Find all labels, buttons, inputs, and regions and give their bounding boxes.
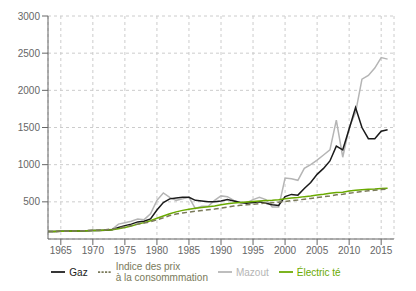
html-text:Gaz: Gaz <box>69 266 88 278</box>
svg-text:1970: 1970 <box>82 245 105 256</box>
svg-text:1995: 1995 <box>242 245 265 256</box>
svg-text:2000: 2000 <box>18 85 41 96</box>
svg-text:1985: 1985 <box>178 245 201 256</box>
svg-text:1975: 1975 <box>114 245 137 256</box>
svg-text:1990: 1990 <box>210 245 233 256</box>
svg-text:3000: 3000 <box>18 11 41 22</box>
svg-text:1500: 1500 <box>18 122 41 133</box>
svg-text:2000: 2000 <box>274 245 297 256</box>
svg-text:1980: 1980 <box>146 245 169 256</box>
svg-text:2010: 2010 <box>338 245 361 256</box>
svg-text:1000: 1000 <box>18 159 41 170</box>
html-text:Électric té: Électric té <box>296 266 341 278</box>
svg-text:2005: 2005 <box>306 245 329 256</box>
html-text:Mazout: Mazout <box>236 266 269 278</box>
svg-text:1965: 1965 <box>50 245 73 256</box>
html-text:Indice des prix à la consommma: Indice des prix à la consommmation <box>115 261 208 283</box>
svg-text:2015: 2015 <box>370 245 393 256</box>
svg-text:2500: 2500 <box>18 48 41 59</box>
svg-text:500: 500 <box>23 196 40 207</box>
